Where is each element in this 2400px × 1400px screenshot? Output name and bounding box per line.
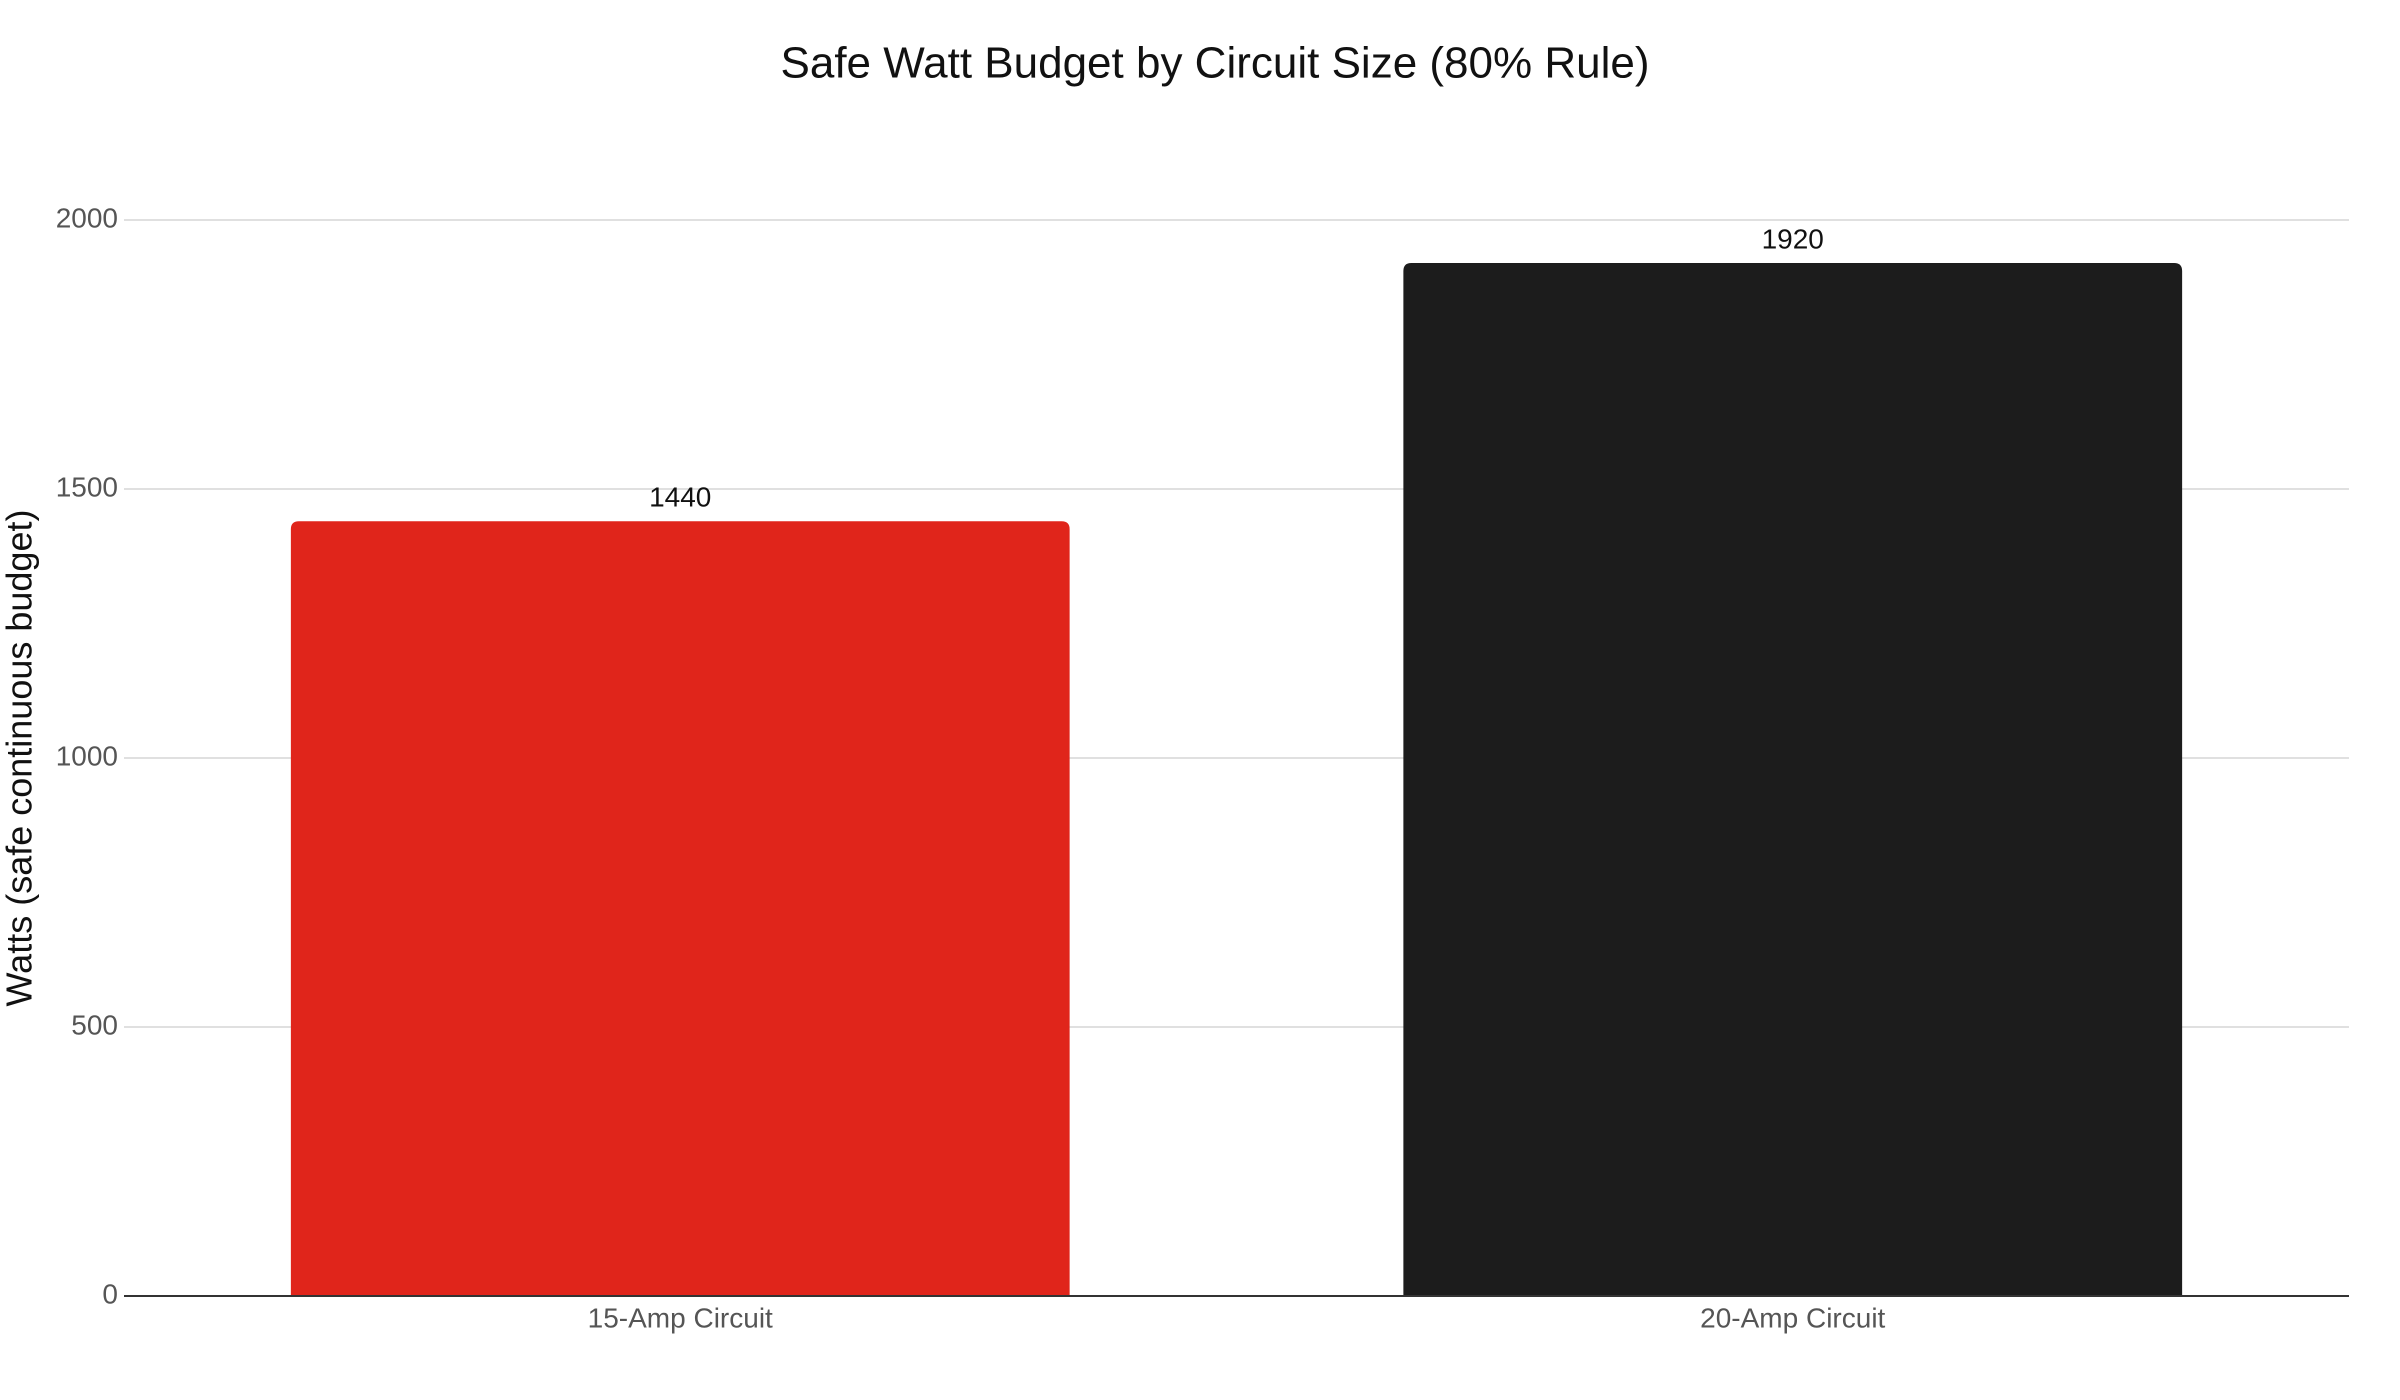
x-tick-label: 15-Amp Circuit bbox=[588, 1302, 773, 1333]
chart-title: Safe Watt Budget by Circuit Size (80% Ru… bbox=[781, 39, 1650, 88]
y-tick-label: 2000 bbox=[56, 202, 118, 233]
y-tick-label: 0 bbox=[102, 1278, 118, 1309]
y-tick-label: 500 bbox=[71, 1009, 118, 1040]
x-tick-label: 20-Amp Circuit bbox=[1700, 1302, 1885, 1333]
y-axis-label: Watts (safe continuous budget) bbox=[0, 510, 40, 1007]
y-tick-label: 1000 bbox=[56, 740, 118, 771]
data-label: 1440 bbox=[649, 482, 711, 513]
bar bbox=[290, 521, 1070, 1296]
y-tick-label: 1500 bbox=[56, 471, 118, 502]
bar bbox=[1403, 263, 2183, 1296]
data-label: 1920 bbox=[1762, 223, 1824, 254]
